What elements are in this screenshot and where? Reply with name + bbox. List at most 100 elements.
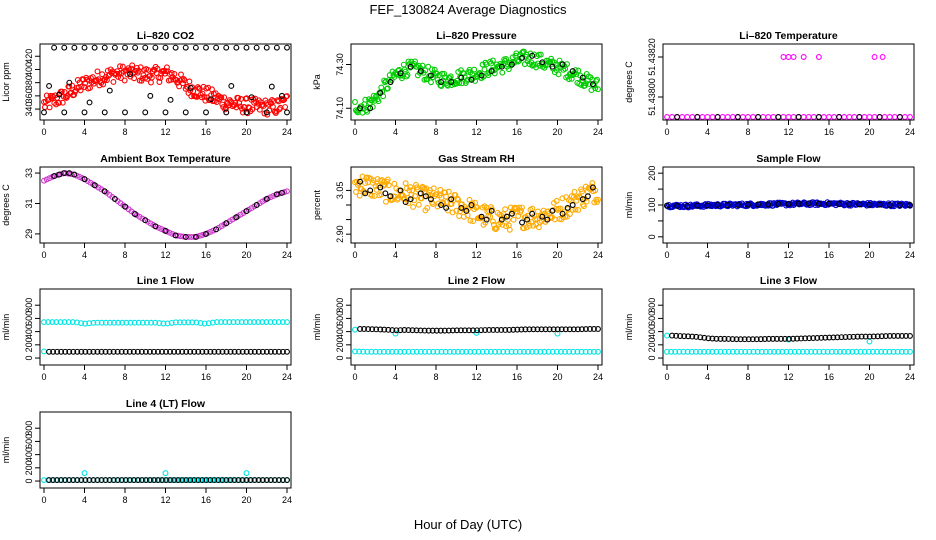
sample-flow-ytick-label: 200 <box>647 166 657 181</box>
line-3-flow-point <box>874 333 881 340</box>
line-4-lt-flow-point <box>78 477 85 483</box>
gas-stream-rh-point <box>384 176 391 183</box>
gas-stream-rh-ytick-label: 3.05 <box>335 182 345 200</box>
ambient-box-temperature-plot-area <box>41 170 290 240</box>
line-2-flow-point <box>558 326 565 333</box>
li-820-pressure-point <box>555 71 562 78</box>
line-4-lt-flow-point <box>203 477 210 483</box>
line-4-lt-flow-point <box>98 477 105 483</box>
li-820-pressure-point <box>417 68 424 75</box>
line-3-flow-point <box>688 348 695 355</box>
ambient-box-temperature-point <box>196 232 203 239</box>
li-820-co2-point <box>81 84 88 91</box>
li-820-pressure-point <box>405 58 412 65</box>
ambient-box-temperature-xtick-label: 12 <box>160 250 170 260</box>
line-4-lt-flow-ytick-label: 400 <box>24 447 34 462</box>
li-820-co2-point <box>77 87 84 94</box>
li-820-co2-xtick-label: 12 <box>160 127 170 137</box>
ambient-box-temperature-xtick-label: 0 <box>41 250 46 260</box>
li-820-pressure-point <box>453 80 460 87</box>
line-2-flow-point <box>545 348 552 355</box>
li-820-co2-point <box>132 44 139 51</box>
gas-stream-rh-point <box>456 213 463 219</box>
line-3-flow-ylabel: ml/min <box>624 314 634 341</box>
line-3-flow-point <box>907 332 913 339</box>
line-4-lt-flow-ytick-label: 0 <box>24 479 34 484</box>
line-1-flow-point <box>46 348 53 355</box>
line-3-flow-point <box>746 348 753 355</box>
li-820-pressure-point <box>481 66 488 73</box>
line-2-flow-point <box>483 348 490 355</box>
li-820-temperature-point <box>896 114 903 120</box>
gas-stream-rh-point <box>553 197 560 204</box>
line-2-flow-point <box>461 327 468 334</box>
gas-stream-rh-point <box>573 197 580 204</box>
line-3-flow-point <box>830 334 837 341</box>
sample-flow-xtick-label: 12 <box>783 250 793 260</box>
sample-flow-point <box>765 201 772 208</box>
line-3-flow-point <box>850 333 857 340</box>
li-820-co2-point <box>263 109 270 116</box>
line-2-flow-xtick-label: 0 <box>352 372 357 382</box>
li-820-co2-point <box>223 109 230 116</box>
line-3-flow-xtick-label: 4 <box>705 372 710 382</box>
gas-stream-rh-point <box>483 216 490 223</box>
line-2-flow-xtick-label: 16 <box>512 372 522 382</box>
li-820-temperature-ylabel: degrees C <box>624 61 634 103</box>
line-1-flow-point <box>123 319 130 326</box>
line-3-flow-point <box>664 348 670 355</box>
line-1-flow-point <box>78 348 85 355</box>
line-1-flow-point <box>211 348 218 355</box>
sample-flow-point <box>907 202 913 208</box>
gas-stream-rh-point <box>506 226 513 233</box>
line-3-flow-ytick-label: 0 <box>647 356 657 361</box>
gas-stream-rh-plot-area <box>352 173 601 233</box>
line-2-flow-point <box>457 327 464 334</box>
line-2-flow-point <box>434 348 441 355</box>
gas-stream-rh-point <box>377 184 384 191</box>
gas-stream-rh-point <box>387 193 394 200</box>
line-2-flow-point <box>586 326 593 332</box>
li-820-co2-point <box>56 99 62 106</box>
line-3-flow-point <box>814 334 821 341</box>
line-1-flow-point <box>61 319 68 325</box>
ambient-box-temperature-point <box>71 171 78 178</box>
gas-stream-rh-point <box>362 190 369 197</box>
li-820-pressure-point <box>508 61 515 68</box>
li-820-co2-point <box>263 44 270 51</box>
line-1-flow-point <box>152 319 159 326</box>
sample-flow-title: Sample Flow <box>756 153 821 165</box>
line-2-flow-point <box>508 348 515 355</box>
li-820-pressure-point <box>594 76 601 83</box>
line-4-lt-flow-point <box>163 477 169 483</box>
line-1-flow-ylabel: ml/min <box>1 314 11 341</box>
line-2-flow-point <box>498 327 505 333</box>
line-3-flow-point <box>866 333 873 340</box>
line-1-flow-point <box>280 348 286 355</box>
line-1-flow-point <box>227 348 234 355</box>
line-3-flow-xtick-label: 24 <box>905 372 915 382</box>
line-1-flow-xtick-label: 8 <box>122 372 127 382</box>
line-2-flow-point <box>417 348 424 355</box>
line-1-flow-xtick-label: 24 <box>282 372 292 382</box>
li-820-co2-point <box>176 83 183 90</box>
li-820-co2-point <box>94 68 101 75</box>
line-3-flow-point <box>737 336 744 343</box>
sample-flow-xtick-label: 0 <box>664 250 669 260</box>
sample-flow-point <box>664 202 670 209</box>
line-1-flow-point <box>247 348 254 355</box>
line-2-flow-point <box>356 348 363 355</box>
gas-stream-rh-point <box>579 188 586 195</box>
line-2-flow-point <box>550 326 557 333</box>
li-820-temperature-point <box>785 114 792 120</box>
li-820-temperature-point <box>800 114 807 120</box>
line-2-flow-point <box>357 326 364 332</box>
line-1-flow-point <box>98 348 105 355</box>
line-4-lt-flow-ytick-label: 600 <box>24 434 34 449</box>
li-820-pressure-point <box>380 93 387 100</box>
line-2-flow-xtick-label: 4 <box>393 372 398 382</box>
gas-stream-rh-point <box>488 207 495 214</box>
li-820-co2-point <box>91 44 98 51</box>
line-1-flow-point <box>263 348 270 355</box>
line-4-lt-flow-point <box>46 477 53 483</box>
